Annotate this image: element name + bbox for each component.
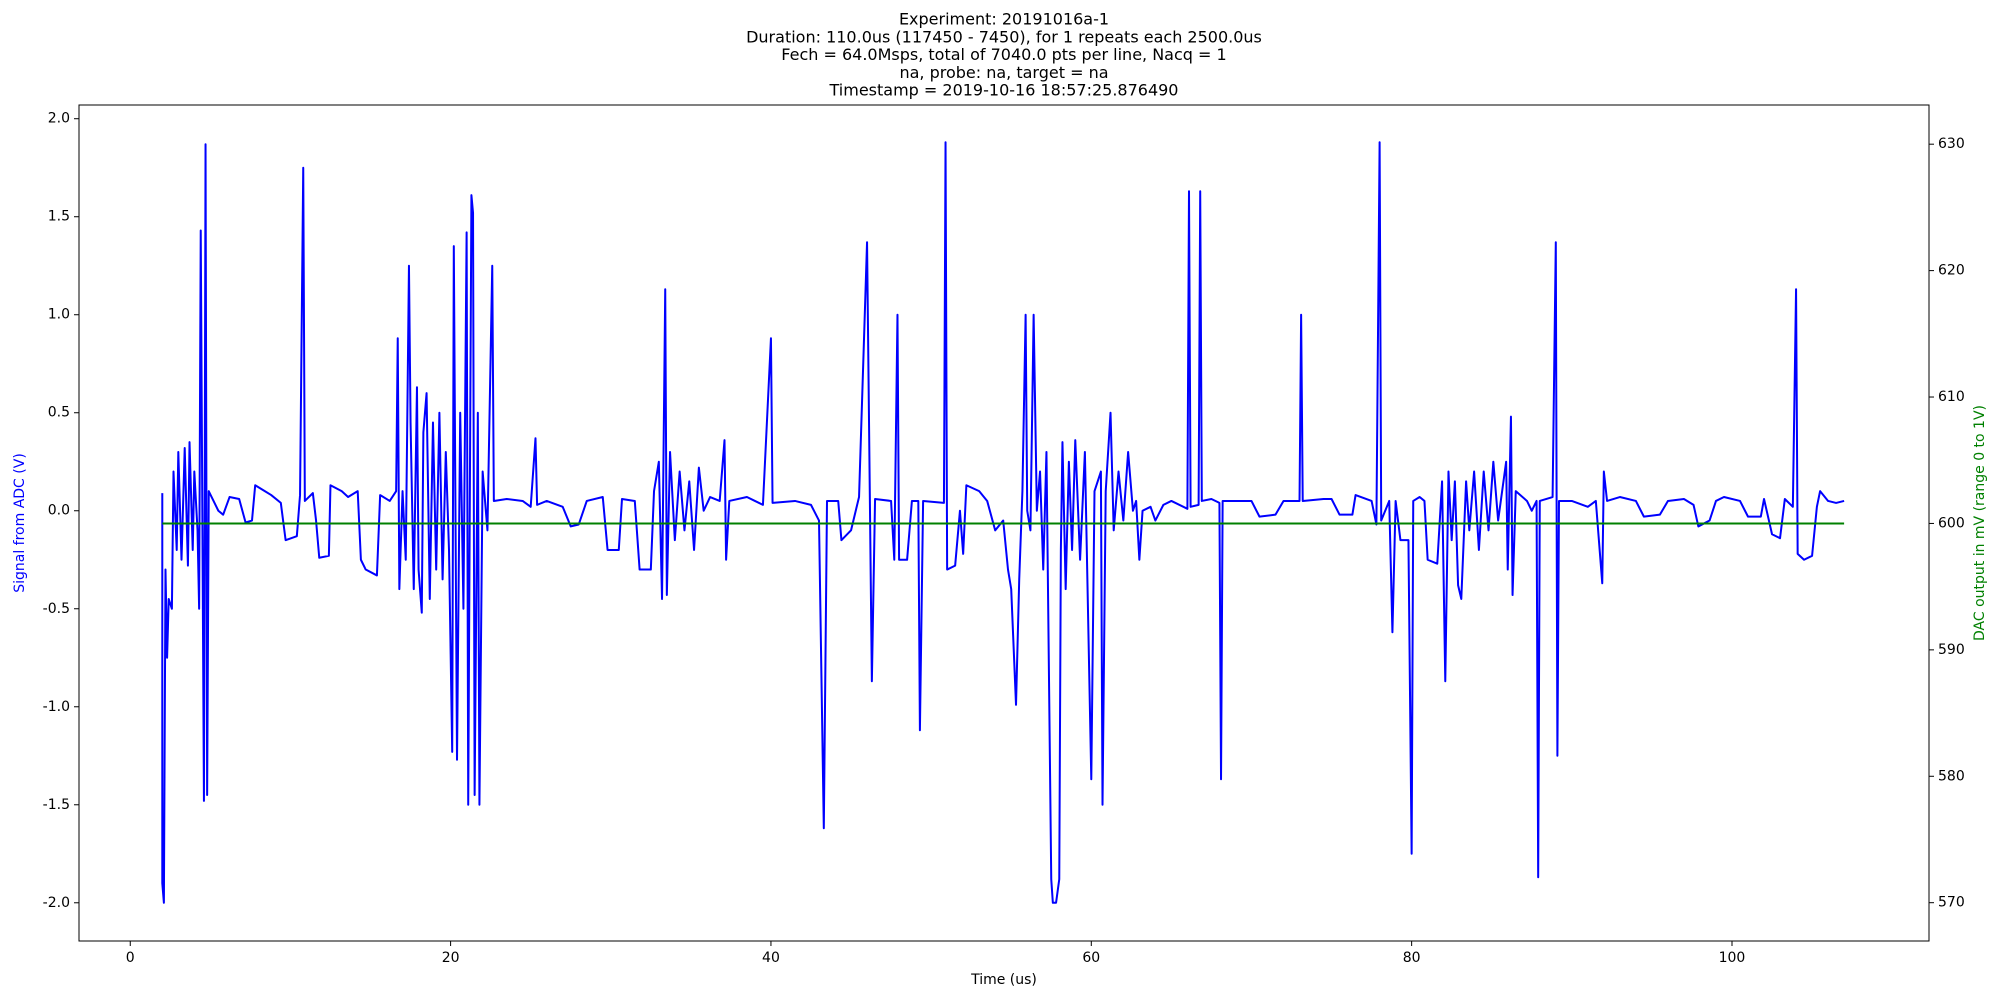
x-tick-label: 20 — [442, 950, 460, 966]
y-tick-label: 0.5 — [48, 405, 70, 421]
y-tick-label: -0.5 — [43, 601, 70, 617]
y-tick-label: 2.0 — [48, 111, 70, 127]
y2-tick-label: 580 — [1938, 768, 1965, 784]
x-tick-label: 0 — [126, 950, 135, 966]
series-line — [161, 141, 1845, 904]
y-axis-label: Signal from ADC (V) — [12, 453, 28, 593]
y2-tick-label: 620 — [1938, 263, 1965, 279]
x-tick-label: 80 — [1403, 950, 1421, 966]
chart-title-line: Fech = 64.0Msps, total of 7040.0 pts per… — [781, 45, 1226, 64]
chart-title-line: Timestamp = 2019-10-16 18:57:25.876490 — [829, 81, 1179, 100]
y2-axis-label: DAC output in mV (range 0 to 1V) — [1972, 405, 1988, 641]
y2-tick-label: 600 — [1938, 515, 1965, 531]
y-tick-label: -1.0 — [43, 699, 70, 715]
x-tick-label: 40 — [762, 950, 780, 966]
y2-tick-label: 610 — [1938, 389, 1965, 405]
chart-title-line: Experiment: 20191016a-1 — [899, 10, 1109, 29]
y-tick-label: -1.5 — [43, 797, 70, 813]
y-tick-label: 1.5 — [48, 209, 70, 225]
y2-tick-label: 590 — [1938, 642, 1965, 658]
y-tick-label: 0.0 — [48, 503, 70, 519]
y-tick-label: -2.0 — [43, 895, 70, 911]
chart-title-line: na, probe: na, target = na — [899, 63, 1108, 82]
chart-title-line: Duration: 110.0us (117450 - 7450), for 1… — [746, 27, 1262, 46]
x-tick-label: 100 — [1719, 950, 1746, 966]
y-tick-label: 1.0 — [48, 307, 70, 323]
x-tick-label: 60 — [1082, 950, 1100, 966]
y2-tick-label: 570 — [1938, 895, 1965, 911]
plot-frame — [78, 104, 1930, 942]
y2-tick-label: 630 — [1938, 136, 1965, 152]
x-axis-label: Time (us) — [970, 972, 1037, 988]
